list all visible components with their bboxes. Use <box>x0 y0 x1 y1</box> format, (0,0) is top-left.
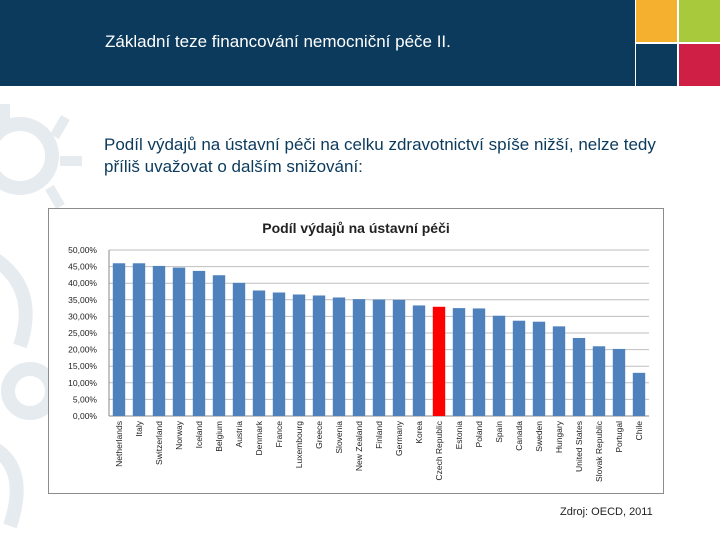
bar <box>612 348 626 416</box>
x-tick-label: Netherlands <box>114 421 124 467</box>
bar <box>592 346 606 416</box>
bar <box>512 320 526 416</box>
bar <box>292 294 306 416</box>
y-tick-label: 0,00% <box>73 411 98 421</box>
x-tick-label: Czech Republic <box>434 420 444 480</box>
bar <box>492 315 506 416</box>
bar <box>392 299 406 416</box>
y-tick-label: 50,00% <box>68 245 97 255</box>
bar <box>272 292 286 416</box>
x-tick-label: Austria <box>234 421 244 448</box>
x-tick-label: Slovenia <box>334 421 344 454</box>
bar <box>472 308 486 416</box>
y-tick-label: 25,00% <box>68 328 97 338</box>
bar <box>112 263 126 416</box>
decor-square-navy <box>636 44 677 86</box>
y-tick-label: 10,00% <box>68 378 97 388</box>
x-tick-label: Estonia <box>454 421 464 450</box>
bar <box>572 337 586 416</box>
bar <box>212 275 226 416</box>
x-tick-label: Chile <box>634 421 644 441</box>
x-tick-label: Spain <box>494 421 504 443</box>
chart-container: Podíl výdajů na ústavní péči 0,00% 5,00% 10… <box>48 208 664 494</box>
bar <box>332 297 346 416</box>
source-note: Zdroj: OECD, 2011 <box>560 506 653 518</box>
slide-subtitle: Podíl výdajů na ústavní péči na celku zd… <box>104 135 656 176</box>
x-tick-label: Hungary <box>554 420 564 453</box>
y-tick-label: 30,00% <box>68 311 97 321</box>
bar <box>372 299 386 416</box>
y-tick-label: 35,00% <box>68 295 97 305</box>
x-tick-label: Korea <box>414 421 424 444</box>
decor-square-green <box>679 0 720 42</box>
x-tick-label: Denmark <box>254 420 264 455</box>
x-tick-label: Sweden <box>534 421 544 452</box>
x-tick-label: Portugal <box>614 421 624 453</box>
bar <box>312 295 326 416</box>
bar <box>432 306 446 416</box>
bar <box>152 265 166 416</box>
header-bar: Základní teze financování nemocniční péč… <box>0 0 635 86</box>
decor-square-red <box>679 44 720 86</box>
x-tick-label: Iceland <box>194 421 204 449</box>
x-tick-label: Slovak Republic <box>594 420 604 482</box>
y-tick-label: 40,00% <box>68 278 97 288</box>
decor-square-orange <box>636 0 677 42</box>
bar <box>132 263 146 416</box>
x-tick-label: Belgium <box>214 421 224 452</box>
bar <box>252 290 266 416</box>
page-title: Základní teze financování nemocniční péč… <box>105 32 451 51</box>
x-tick-label: New Zealand <box>354 421 364 471</box>
x-tick-label: France <box>274 421 284 448</box>
x-tick-label: Greece <box>314 421 324 449</box>
bar-chart: Podíl výdajů na ústavní péči 0,00% 5,00% 10… <box>68 220 649 482</box>
x-tick-label: Poland <box>474 421 484 448</box>
bar <box>172 267 186 416</box>
bar <box>192 270 206 416</box>
bar <box>552 326 566 416</box>
bar <box>352 299 366 416</box>
x-tick-label: United States <box>574 421 584 472</box>
x-tick-label: Finland <box>374 421 384 449</box>
y-tick-label: 20,00% <box>68 345 97 355</box>
x-tick-label: Luxembourg <box>294 421 304 469</box>
bar <box>452 308 466 416</box>
bar <box>232 282 246 416</box>
x-tick-label: Switzerland <box>154 421 164 465</box>
bar <box>532 321 546 416</box>
y-tick-label: 45,00% <box>68 262 97 272</box>
y-tick-label: 15,00% <box>68 361 97 371</box>
x-tick-label: Italy <box>134 420 144 436</box>
chart-title: Podíl výdajů na ústavní péči <box>262 220 450 236</box>
bar <box>412 305 426 416</box>
y-tick-label: 5,00% <box>73 394 98 404</box>
x-tick-label: Germany <box>394 420 404 456</box>
bar <box>632 372 646 416</box>
x-tick-label: Canada <box>514 421 524 451</box>
x-tick-label: Norway <box>174 420 184 450</box>
